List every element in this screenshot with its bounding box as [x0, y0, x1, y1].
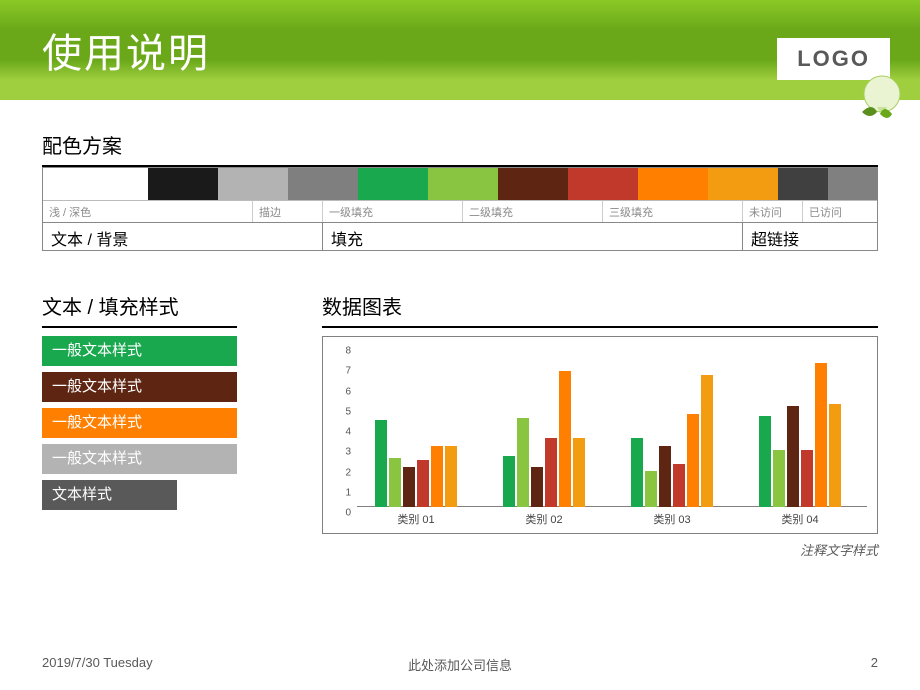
palette-sublabel: 一级填充 — [323, 201, 463, 222]
chart-bar — [503, 456, 515, 507]
palette-group-label: 超链接 — [743, 223, 878, 250]
chart-bar — [417, 460, 429, 507]
styles-title: 文本 / 填充样式 — [42, 291, 282, 320]
chart-bar — [787, 406, 799, 507]
chart-title: 数据图表 — [322, 291, 878, 320]
chart-bar — [545, 438, 557, 507]
palette-title: 配色方案 — [42, 130, 878, 159]
y-tick-label: 4 — [345, 427, 351, 438]
color-swatch — [358, 168, 428, 200]
chart-bar — [829, 404, 841, 507]
chart-bar — [431, 446, 443, 507]
chart-bar — [389, 458, 401, 507]
chart-bar — [631, 438, 643, 507]
y-tick-label: 5 — [345, 406, 351, 417]
x-category-label: 类别 01 — [397, 511, 434, 527]
x-category-label: 类别 03 — [653, 511, 690, 527]
footer-page: 2 — [599, 655, 878, 674]
footer-date: 2019/7/30 Tuesday — [42, 655, 321, 674]
chart-caption: 注释文字样式 — [322, 540, 878, 559]
y-tick-label: 1 — [345, 487, 351, 498]
chart-bar — [687, 414, 699, 507]
chart-bar — [815, 363, 827, 507]
text-style-sample: 一般文本样式 — [42, 408, 237, 438]
chart-bar — [559, 371, 571, 507]
color-swatch — [778, 168, 828, 200]
y-tick-label: 3 — [345, 447, 351, 458]
color-swatch — [148, 168, 218, 200]
chart-bar — [517, 418, 529, 507]
text-style-sample: 一般文本样式 — [42, 444, 237, 474]
chart-bar — [403, 467, 415, 508]
bar-chart: 0 1 2 3 4 5 6 7 8 类别 01 类别 02 类别 03 类别 04 — [322, 336, 878, 534]
chart-bar — [759, 416, 771, 507]
chart-bar — [445, 446, 457, 507]
text-style-sample: 文本样式 — [42, 480, 177, 510]
x-category-label: 类别 04 — [781, 511, 818, 527]
color-swatch — [828, 168, 878, 200]
y-tick-label: 2 — [345, 467, 351, 478]
chart-bar — [701, 375, 713, 507]
y-tick-label: 7 — [345, 366, 351, 377]
color-swatch — [498, 168, 568, 200]
chart-bar — [659, 446, 671, 507]
palette-group-label: 填充 — [323, 223, 743, 250]
chart-bar — [573, 438, 585, 507]
color-swatch — [288, 168, 358, 200]
color-swatch — [43, 168, 148, 200]
color-swatch — [708, 168, 778, 200]
chart-bar — [375, 420, 387, 507]
palette-sublabel: 描边 — [253, 201, 323, 222]
chart-bar — [645, 471, 657, 507]
color-swatch — [218, 168, 288, 200]
footer-company: 此处添加公司信息 — [321, 655, 600, 674]
chart-bar — [673, 464, 685, 507]
chart-bar — [531, 467, 543, 508]
slide-footer: 2019/7/30 Tuesday 此处添加公司信息 2 — [0, 655, 920, 674]
y-tick-label: 0 — [345, 508, 351, 519]
palette-sublabel: 已访问 — [803, 201, 863, 222]
chart-bar — [801, 450, 813, 507]
palette-sublabel: 浅 / 深色 — [43, 201, 253, 222]
palette-table: 浅 / 深色描边一级填充二级填充三级填充未访问已访问 文本 / 背景填充超链接 — [42, 167, 878, 251]
page-title: 使用说明 — [42, 21, 210, 79]
slide-header: 使用说明 LOGO — [0, 0, 920, 100]
palette-sublabel: 三级填充 — [603, 201, 743, 222]
color-swatch — [428, 168, 498, 200]
lightbulb-icon — [842, 72, 912, 132]
x-category-label: 类别 02 — [525, 511, 562, 527]
color-swatch — [638, 168, 708, 200]
palette-group-label: 文本 / 背景 — [43, 223, 323, 250]
text-style-sample: 一般文本样式 — [42, 336, 237, 366]
text-style-sample: 一般文本样式 — [42, 372, 237, 402]
chart-bar — [773, 450, 785, 507]
y-tick-label: 8 — [345, 346, 351, 357]
y-tick-label: 6 — [345, 386, 351, 397]
color-swatch — [568, 168, 638, 200]
palette-sublabel: 未访问 — [743, 201, 803, 222]
palette-sublabel: 二级填充 — [463, 201, 603, 222]
